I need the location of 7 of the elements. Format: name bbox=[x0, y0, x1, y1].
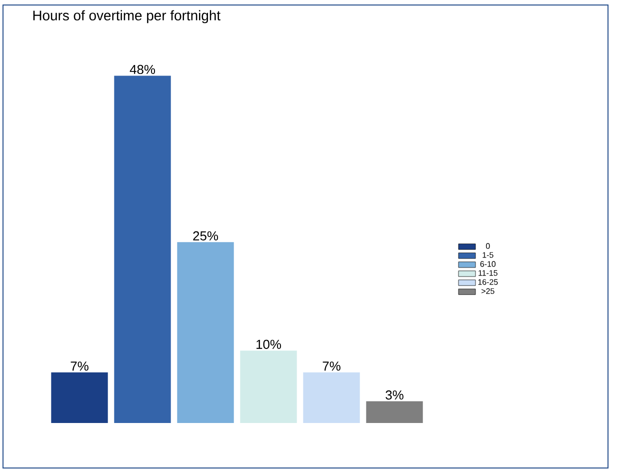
data-label: 48% bbox=[130, 64, 156, 74]
data-label: 7% bbox=[322, 362, 340, 371]
data-label: 10% bbox=[256, 340, 282, 349]
chart-title: Hours of overtime per fortnight bbox=[33, 10, 220, 24]
data-label: 7% bbox=[70, 362, 88, 371]
data-label: 25% bbox=[193, 231, 218, 240]
data-label: 3% bbox=[386, 390, 404, 400]
